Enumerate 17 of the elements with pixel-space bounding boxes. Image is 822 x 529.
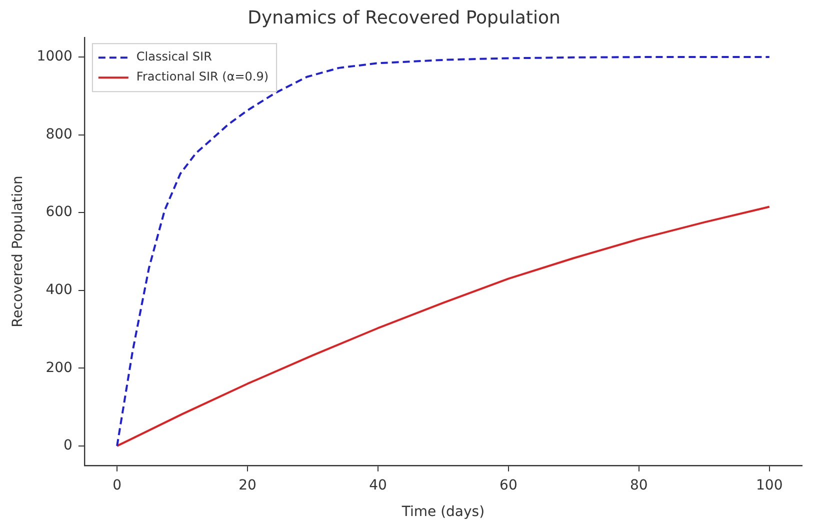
legend-label: Classical SIR	[136, 50, 212, 64]
y-tick-label: 1000	[36, 48, 72, 65]
y-tick-label: 0	[64, 438, 72, 454]
chart-title: Dynamics of Recovered Population	[248, 7, 560, 28]
y-tick-label: 800	[46, 126, 72, 142]
x-axis-title: Time (days)	[400, 504, 485, 520]
x-tick-label: 80	[630, 477, 648, 494]
x-tick-label: 100	[756, 477, 783, 494]
y-tick-label: 600	[46, 204, 72, 220]
x-tick-label: 0	[112, 477, 122, 494]
x-tick-label: 20	[238, 477, 256, 494]
x-tick-label: 60	[500, 477, 518, 494]
y-tick-label: 400	[46, 282, 72, 298]
x-tick-label: 40	[369, 477, 387, 494]
legend-label: Fractional SIR (α=0.9)	[136, 70, 269, 84]
y-tick-label: 200	[46, 360, 72, 376]
y-axis-title: Recovered Population	[10, 176, 26, 328]
